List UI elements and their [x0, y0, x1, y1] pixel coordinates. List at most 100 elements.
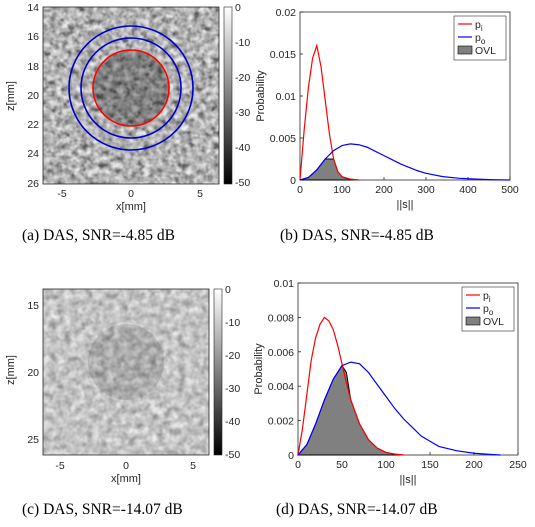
colorbar-tick: -50: [235, 177, 250, 189]
y-tick-label: 24: [27, 148, 39, 160]
x-tick-label: 200: [375, 184, 393, 196]
series-line-p-o: [299, 143, 511, 181]
legend-subscript: i: [481, 24, 483, 33]
legend-label: p: [475, 19, 481, 31]
legend-subscript: o: [481, 37, 486, 46]
y-tick-label: 0.015: [270, 49, 296, 61]
image-frame-c: [42, 288, 210, 456]
legend-entry: OVL: [475, 45, 496, 57]
y-tick-label: 0: [290, 175, 296, 187]
x-tick-label: 0: [123, 460, 129, 472]
y-tick-label: 0.002: [268, 416, 294, 428]
legend-swatch-ovl: [457, 45, 473, 55]
y-tick-label: 18: [27, 61, 39, 73]
colorbar-c: 0 -10 -20 -30 -40 -50: [213, 284, 240, 461]
x-tick-label: 50: [336, 459, 348, 471]
legend-entry: po: [475, 32, 486, 46]
x-axis-label: ||s||: [400, 474, 417, 486]
x-axis-label: ||s||: [397, 199, 414, 211]
x-axis-a: -5 0 5 x[mm]: [57, 188, 203, 213]
x-tick-label: 500: [501, 184, 519, 196]
legend-swatch-ovl: [465, 316, 481, 326]
colorbar-a: 0 -10 -20 -30 -40 -50: [223, 2, 250, 189]
histogram-panel-b: 0 100 200 300 400 500 0 0.005 0.01 0.015 0.02 ||s||…: [255, 7, 519, 211]
y-axis-a: 14 16 18 20 22 24 26 z[mm]: [5, 2, 39, 190]
x-tick-label: 250: [509, 459, 527, 471]
x-tick-label: -5: [57, 188, 66, 200]
legend-entry: OVL: [483, 316, 504, 328]
y-axis-c: 15 20 25 z[mm]: [5, 300, 39, 446]
legend-label: OVL: [475, 45, 496, 57]
colorbar-tick: -40: [225, 416, 240, 428]
legend-box: [453, 15, 507, 61]
legend-label: p: [475, 32, 481, 44]
x-axis-label-a: x[mm]: [116, 201, 146, 213]
colorbar-tick: -30: [235, 107, 250, 119]
colorbar-tick: 0: [235, 2, 241, 14]
colorbar-gradient-c: [213, 288, 223, 456]
x-tick-label: 0: [295, 459, 301, 471]
x-axis-label-c: x[mm]: [111, 473, 141, 485]
legend-entry: pi: [475, 19, 483, 33]
y-tick-label: 0.01: [274, 278, 295, 290]
histogram-panel-d: 0 50 100 150 200 250 0 0.002 0.004 0.006 0.008 0.01…: [253, 278, 527, 486]
y-tick-label: 20: [27, 90, 39, 102]
colorbar-tick: -50: [225, 449, 240, 461]
inner-roi-circle-a: [92, 49, 170, 127]
legend-label: p: [483, 303, 489, 315]
colorbar-tick: -20: [235, 72, 250, 84]
x-tick-label: 100: [333, 184, 351, 196]
x-tick-label: 100: [377, 459, 395, 471]
y-axis-label-c: z[mm]: [5, 355, 17, 385]
y-tick-label: 25: [27, 434, 39, 446]
series-line-p-o: [297, 361, 501, 456]
y-axis-label-a: z[mm]: [5, 81, 17, 111]
outer-roi-circle-inner-a: [80, 37, 182, 139]
panel-a-image: 14 16 18 20 22 24 26 z[mm] -5 0 5 x[mm] …: [5, 2, 250, 213]
y-tick-label: 0.004: [268, 381, 294, 393]
legend-label: p: [483, 290, 489, 302]
colorbar-tick: 0: [225, 284, 231, 296]
y-tick-label: 14: [27, 2, 39, 14]
y-tick-label: 0.01: [276, 91, 297, 103]
series-line-p-i: [299, 43, 359, 181]
cyst-region-c: [88, 324, 164, 400]
outer-roi-circle-outer-a: [68, 25, 194, 151]
legend-subscript: o: [489, 308, 494, 317]
legend-subscript: i: [489, 295, 491, 304]
colorbar-tick: -10: [225, 317, 240, 329]
panel-c-image: 15 20 25 z[mm] -5 0 5 x[mm] 0 -10 -20 -3…: [5, 284, 240, 485]
x-tick-label: 400: [459, 184, 477, 196]
y-axis-label: Probability: [255, 70, 267, 122]
y-tick-label: 26: [27, 178, 39, 190]
x-axis-c: -5 0 5 x[mm]: [55, 460, 196, 485]
y-tick-label: 0.005: [270, 133, 296, 145]
y-tick-label: 15: [27, 300, 39, 312]
x-tick-label: 0: [128, 188, 134, 200]
image-frame-a: [42, 6, 220, 185]
y-tick-label: 0.008: [268, 312, 294, 324]
caption-a: (a) DAS, SNR=-4.85 dB: [22, 227, 175, 244]
x-tick-label: 150: [421, 459, 439, 471]
y-tick-label: 16: [27, 31, 39, 43]
speckle-image-c: [43, 289, 209, 455]
caption-b: (b) DAS, SNR=-4.85 dB: [280, 227, 434, 244]
x-tick-label: 300: [417, 184, 435, 196]
y-tick-label: 22: [27, 119, 39, 131]
colorbar-tick: -30: [225, 383, 240, 395]
y-tick-label: 0.02: [276, 7, 297, 19]
cyst-region-a: [93, 50, 169, 126]
y-axis-label: Probability: [253, 343, 265, 395]
caption-c: (c) DAS, SNR=-14.07 dB: [22, 501, 183, 518]
y-tick-label: 0.006: [268, 347, 294, 359]
colorbar-tick: -40: [235, 142, 250, 154]
speckle-image-a: [43, 7, 219, 184]
x-tick-label: -5: [55, 460, 64, 472]
colorbar-tick: -20: [225, 350, 240, 362]
legend-label: OVL: [483, 316, 504, 328]
y-tick-label: 20: [27, 367, 39, 379]
x-tick-label: 0: [297, 184, 303, 196]
